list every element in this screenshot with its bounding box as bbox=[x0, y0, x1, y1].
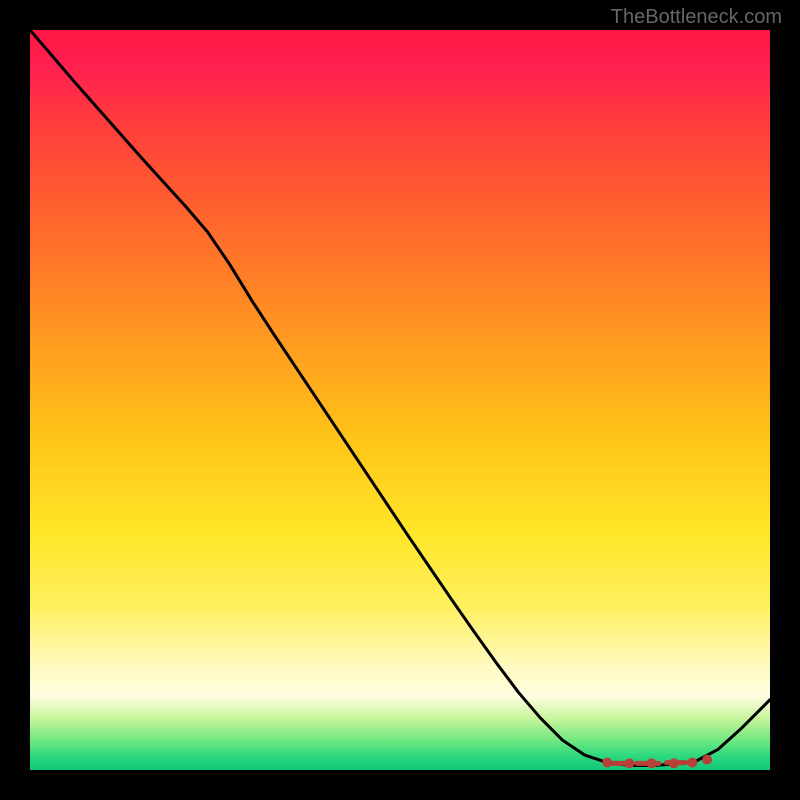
chart-line-layer bbox=[30, 30, 770, 770]
marker-dot bbox=[687, 758, 697, 768]
marker-dot bbox=[702, 755, 712, 765]
plot-area bbox=[30, 30, 770, 770]
marker-dot bbox=[624, 758, 634, 768]
main-curve bbox=[30, 30, 770, 766]
marker-dot bbox=[647, 758, 657, 768]
marker-dot bbox=[669, 758, 679, 768]
marker-dot bbox=[602, 758, 612, 768]
watermark-text: TheBottleneck.com bbox=[611, 6, 782, 29]
